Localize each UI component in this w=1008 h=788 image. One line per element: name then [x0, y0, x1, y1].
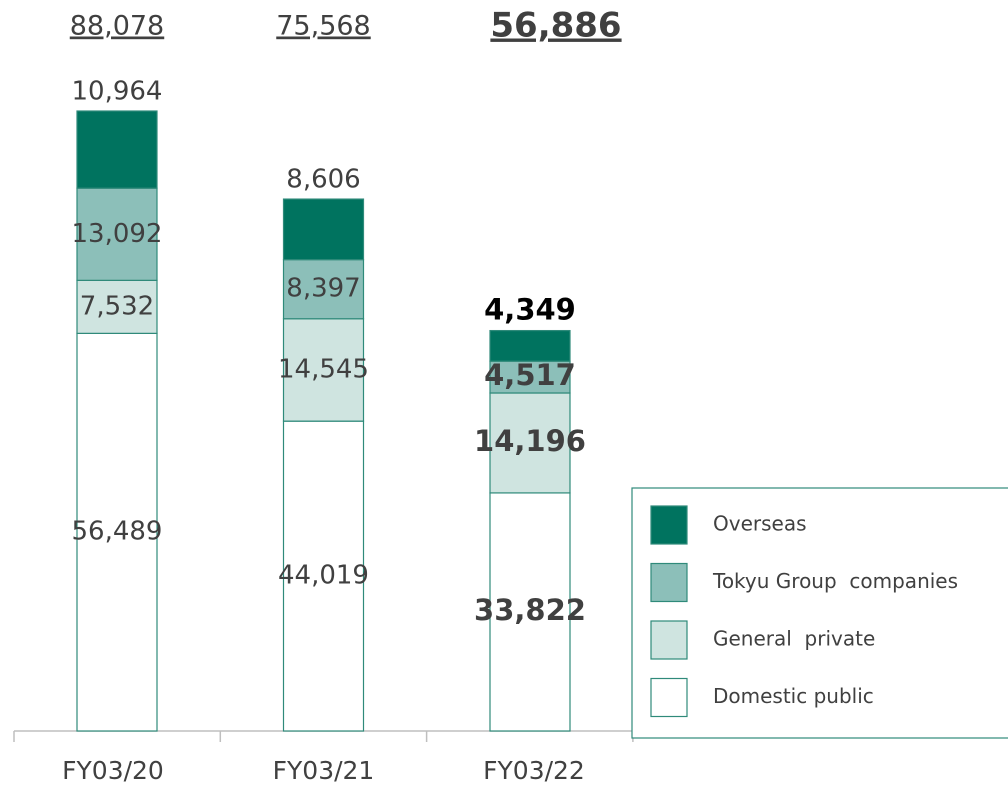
legend-label: Tokyu Group companies [712, 569, 958, 593]
category-label: FY03/20 [62, 756, 164, 785]
legend-swatch [650, 620, 688, 660]
data-label: 33,822 [474, 593, 586, 627]
data-label: 14,545 [278, 354, 369, 384]
bar-segment [282, 198, 365, 261]
bar-segment [76, 332, 158, 732]
bar-segment [489, 392, 571, 494]
legend-swatch [650, 562, 688, 603]
legend-label: General private [713, 627, 875, 651]
data-label: 10,964 [72, 77, 163, 107]
bar-segment [489, 492, 571, 732]
data-label: 8,397 [286, 274, 360, 304]
legend-swatch [650, 677, 688, 718]
category-label: FY03/22 [483, 756, 585, 785]
bar-segment [489, 360, 571, 394]
legend-label: Overseas [713, 512, 807, 536]
data-label: 7,532 [80, 291, 154, 321]
data-label: 14,196 [474, 424, 586, 458]
bar-segment [76, 279, 158, 334]
data-label: 8,606 [286, 165, 360, 195]
legend-box [631, 487, 1008, 739]
category-label: FY03/21 [273, 756, 375, 785]
total-label: 56,886 [490, 6, 621, 46]
data-label: 4,349 [484, 293, 576, 327]
bar-segment [76, 110, 158, 189]
data-label: 13,092 [72, 219, 163, 249]
data-label: 56,489 [72, 517, 163, 547]
total-label: 88,078 [70, 11, 164, 42]
bar-segment [489, 329, 571, 362]
legend-swatch [650, 505, 688, 545]
total-label: 75,568 [276, 11, 370, 42]
data-label: 4,517 [484, 358, 576, 392]
data-label: 44,019 [278, 561, 369, 591]
legend-label: Domestic public [713, 684, 874, 708]
